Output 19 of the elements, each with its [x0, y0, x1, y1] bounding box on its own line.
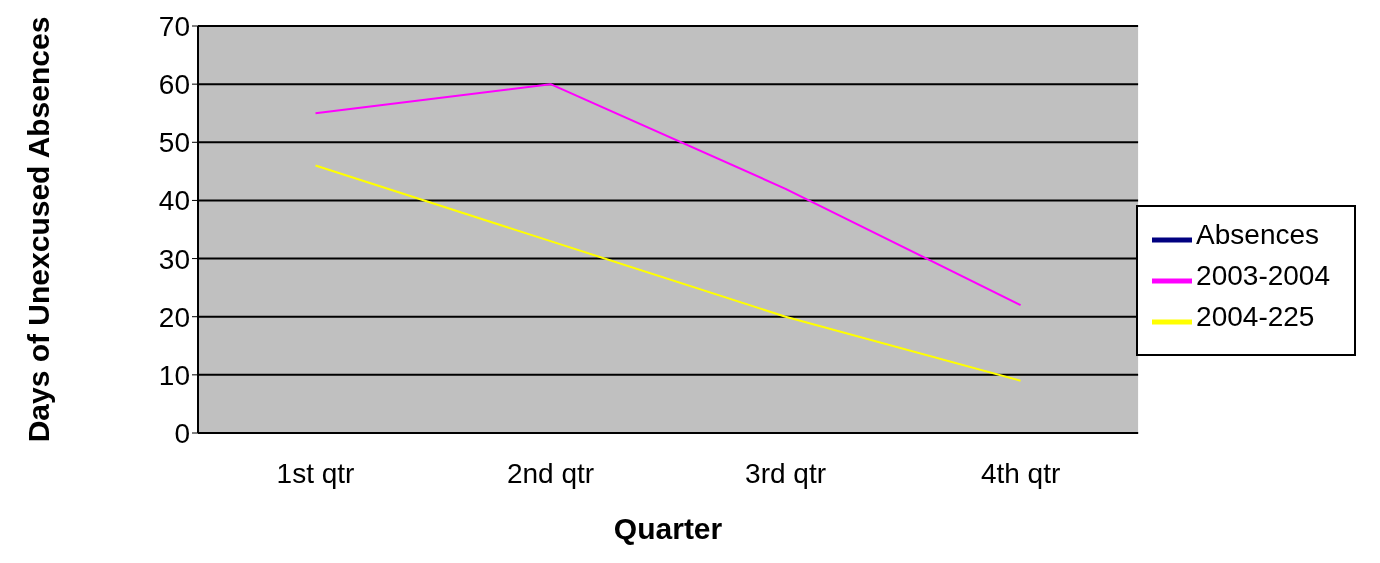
y-tick-label: 30 [158, 243, 190, 275]
legend-label: 2003-2004 [1196, 260, 1330, 292]
x-tick-label: 4th qtr [980, 457, 1061, 489]
line-series [314, 83, 1022, 307]
y-tick-label: 20 [158, 301, 190, 333]
y-axis-title: Days of Unexcused Absences [21, 16, 55, 443]
legend-label: Absences [1196, 219, 1320, 251]
y-tick-label: 0 [174, 417, 190, 449]
x-tick-label: 2nd qtr [506, 457, 595, 489]
x-tick-label: 1st qtr [276, 457, 355, 489]
y-tick-label: 40 [158, 185, 190, 217]
x-axis-title: Quarter [613, 512, 723, 545]
y-tick-label: 70 [158, 10, 190, 42]
y-tick-label: 60 [158, 69, 190, 101]
y-tick-label: 10 [158, 359, 190, 391]
legend-label: 2004-225 [1196, 300, 1315, 332]
line-series [314, 164, 1022, 382]
x-tick-label: 3rd qtr [745, 457, 827, 489]
y-tick-label: 50 [158, 127, 190, 159]
